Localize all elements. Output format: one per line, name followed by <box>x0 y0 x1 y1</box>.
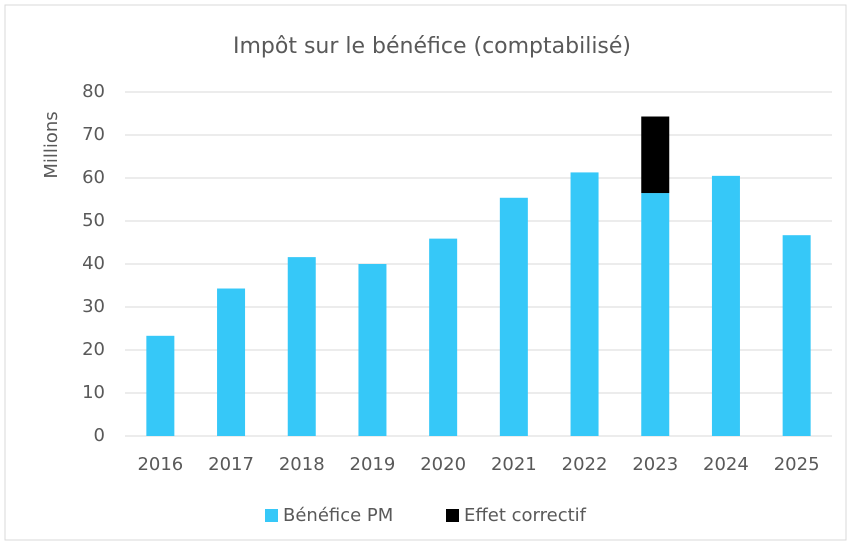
bar-segment <box>499 197 528 436</box>
legend-swatch <box>265 509 278 522</box>
legend-swatch <box>446 509 459 522</box>
y-tick-label: 30 <box>82 296 105 317</box>
x-tick-label: 2019 <box>350 454 396 475</box>
y-axis-label: Millions <box>41 111 62 178</box>
y-tick-label: 70 <box>82 124 105 145</box>
chart-title: Impôt sur le bénéfice (comptabilisé) <box>233 34 631 59</box>
bar-segment <box>641 193 670 436</box>
y-tick-label: 10 <box>82 382 105 403</box>
x-tick-label: 2025 <box>774 454 820 475</box>
bar-segment <box>782 235 811 436</box>
bar-segment <box>217 288 246 436</box>
bar-segment <box>358 264 387 436</box>
bar-segment <box>641 116 670 194</box>
y-tick-label: 40 <box>82 253 105 274</box>
legend-label: Effet correctif <box>464 505 587 526</box>
x-tick-label: 2017 <box>208 454 254 475</box>
legend-label: Bénéfice PM <box>283 505 393 526</box>
x-tick-label: 2020 <box>420 454 466 475</box>
x-tick-label: 2022 <box>562 454 608 475</box>
y-tick-label: 60 <box>82 167 105 188</box>
y-tick-label: 80 <box>82 81 105 102</box>
chart-frame <box>4 4 847 541</box>
y-tick-label: 0 <box>94 425 105 446</box>
x-tick-label: 2023 <box>632 454 678 475</box>
bar-segment <box>570 172 599 436</box>
x-tick-label: 2016 <box>137 454 183 475</box>
bar-segment <box>287 257 316 436</box>
x-tick-label: 2018 <box>279 454 325 475</box>
x-tick-label: 2021 <box>491 454 537 475</box>
x-tick-label: 2024 <box>703 454 749 475</box>
y-tick-label: 20 <box>82 339 105 360</box>
y-tick-label: 50 <box>82 210 105 231</box>
bar-segment <box>429 238 458 436</box>
bar-segment <box>711 175 740 436</box>
bar-segment <box>146 335 175 436</box>
